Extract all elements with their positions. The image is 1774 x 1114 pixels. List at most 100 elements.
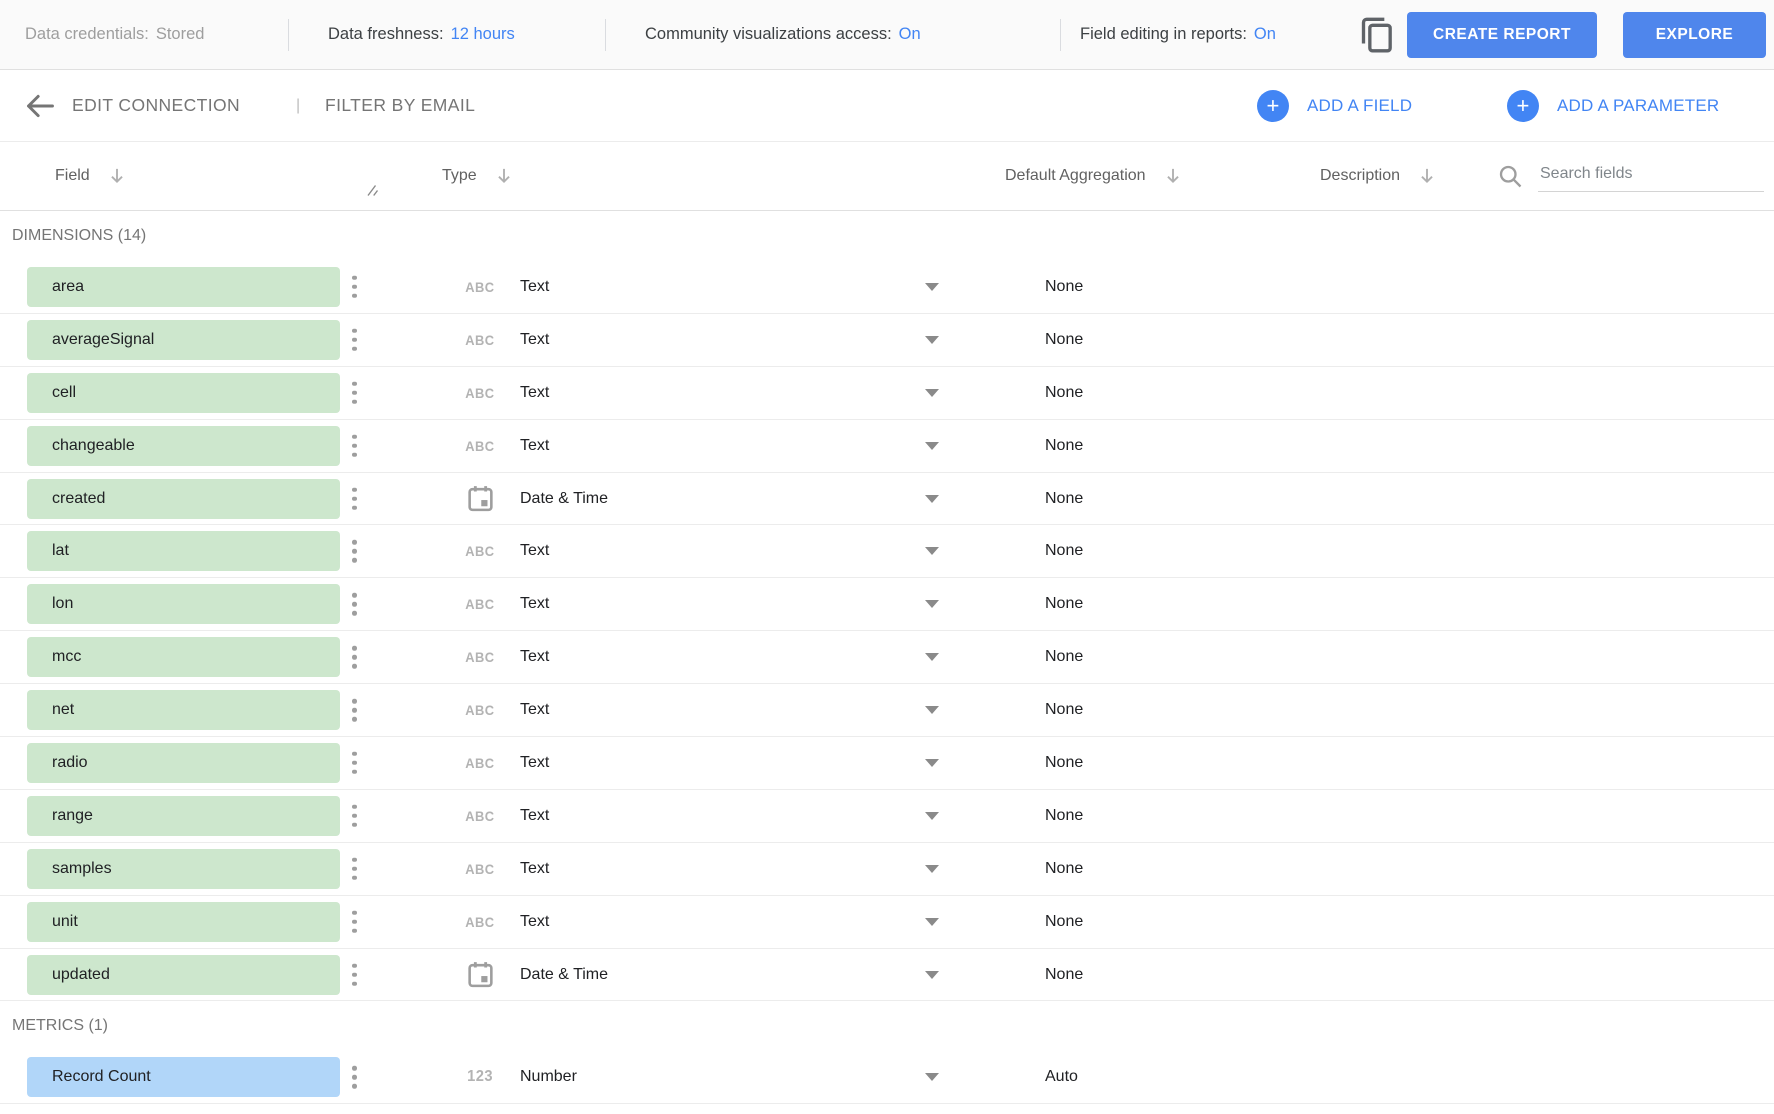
field-type-value[interactable]: Text: [520, 912, 550, 930]
field-name-chip[interactable]: unit: [27, 901, 340, 942]
column-header-aggregation[interactable]: Default Aggregation: [1005, 142, 1184, 210]
more-options-icon[interactable]: [347, 535, 362, 568]
type-dropdown-arrow-icon[interactable]: [925, 547, 939, 556]
aggregation-value[interactable]: None: [1045, 330, 1084, 348]
more-options-icon[interactable]: [347, 905, 362, 938]
aggregation-value[interactable]: None: [1045, 859, 1084, 877]
more-options-icon[interactable]: [347, 482, 362, 515]
back-arrow-icon: [22, 89, 58, 123]
field-name-chip[interactable]: updated: [27, 954, 340, 995]
abc-text-icon: ABC: [465, 278, 495, 295]
more-options-icon[interactable]: [347, 641, 362, 674]
add-a-parameter-button[interactable]: + ADD A PARAMETER: [1501, 70, 1725, 141]
column-header-type[interactable]: Type: [442, 142, 515, 210]
type-dropdown-arrow-icon[interactable]: [925, 758, 939, 767]
duplicate-datasource-button[interactable]: [1356, 13, 1400, 57]
type-dropdown-arrow-icon[interactable]: [925, 494, 939, 503]
sort-down-arrow-icon[interactable]: [106, 165, 128, 187]
type-dropdown-arrow-icon[interactable]: [925, 600, 939, 609]
more-options-icon[interactable]: [347, 324, 362, 357]
aggregation-value[interactable]: None: [1045, 436, 1084, 454]
type-dropdown-arrow-icon[interactable]: [925, 388, 939, 397]
numeric-123-icon: 123: [467, 1068, 493, 1086]
type-dropdown-arrow-icon[interactable]: [925, 970, 939, 979]
field-name-chip[interactable]: net: [27, 690, 340, 731]
field-type-value[interactable]: Text: [520, 436, 550, 454]
more-options-icon[interactable]: [347, 588, 362, 621]
type-dropdown-arrow-icon[interactable]: [925, 282, 939, 291]
more-options-icon[interactable]: [347, 852, 362, 885]
field-type-value[interactable]: Text: [520, 753, 550, 771]
aggregation-value[interactable]: None: [1045, 542, 1084, 560]
field-name-chip[interactable]: lon: [27, 584, 340, 625]
column-header-field[interactable]: Field: [55, 142, 128, 210]
field-name-chip[interactable]: area: [27, 267, 340, 307]
more-options-icon[interactable]: [347, 800, 362, 833]
more-options-icon[interactable]: [347, 694, 362, 727]
field-type-value[interactable]: Text: [520, 330, 550, 348]
type-dropdown-arrow-icon[interactable]: [925, 1073, 939, 1082]
field-name-chip[interactable]: averageSignal: [27, 319, 340, 360]
field-type-value[interactable]: Text: [520, 595, 550, 613]
add-a-field-button[interactable]: + ADD A FIELD: [1251, 70, 1418, 141]
field-type-value[interactable]: Text: [520, 859, 550, 877]
field-type-value[interactable]: Text: [520, 383, 550, 401]
more-options-icon[interactable]: [347, 271, 362, 304]
field-type-value[interactable]: Number: [520, 1068, 577, 1086]
field-name-chip[interactable]: lat: [27, 531, 340, 572]
field-type-value[interactable]: Date & Time: [520, 489, 609, 507]
field-name-chip[interactable]: radio: [27, 743, 340, 784]
data-credentials-value[interactable]: Stored: [155, 25, 205, 43]
field-name-chip[interactable]: samples: [27, 848, 340, 889]
column-resize-grip-icon[interactable]: [363, 182, 381, 198]
create-report-button[interactable]: CREATE REPORT: [1407, 12, 1597, 58]
aggregation-value[interactable]: None: [1045, 383, 1084, 401]
field-type-value[interactable]: Text: [520, 806, 550, 824]
sort-down-arrow-icon[interactable]: [1416, 165, 1438, 187]
aggregation-value[interactable]: None: [1045, 595, 1084, 613]
field-editing-value[interactable]: On: [1253, 25, 1276, 43]
field-type-value[interactable]: Text: [520, 542, 550, 560]
type-dropdown-arrow-icon[interactable]: [925, 441, 939, 450]
field-type-value[interactable]: Text: [520, 648, 550, 666]
field-type-value[interactable]: Date & Time: [520, 965, 609, 983]
edit-connection-link[interactable]: EDIT CONNECTION: [72, 95, 241, 115]
search-fields-input[interactable]: [1538, 160, 1764, 192]
more-options-icon[interactable]: [347, 1061, 362, 1094]
more-options-icon[interactable]: [347, 376, 362, 409]
type-dropdown-arrow-icon[interactable]: [925, 811, 939, 820]
type-dropdown-arrow-icon[interactable]: [925, 706, 939, 715]
field-name-chip[interactable]: changeable: [27, 425, 340, 466]
aggregation-value[interactable]: None: [1045, 701, 1084, 719]
aggregation-value[interactable]: None: [1045, 912, 1084, 930]
explore-button[interactable]: EXPLORE: [1623, 12, 1766, 58]
aggregation-value[interactable]: None: [1045, 489, 1084, 507]
aggregation-value[interactable]: None: [1045, 277, 1084, 295]
aggregation-value[interactable]: None: [1045, 806, 1084, 824]
type-dropdown-arrow-icon[interactable]: [925, 917, 939, 926]
more-options-icon[interactable]: [347, 958, 362, 991]
aggregation-value[interactable]: None: [1045, 648, 1084, 666]
community-viz-value[interactable]: On: [898, 25, 921, 43]
more-options-icon[interactable]: [347, 747, 362, 780]
back-button[interactable]: [22, 88, 58, 124]
type-dropdown-arrow-icon[interactable]: [925, 864, 939, 873]
field-name-chip[interactable]: range: [27, 795, 340, 836]
sort-down-arrow-icon[interactable]: [1162, 165, 1184, 187]
field-name-chip[interactable]: Record Count: [27, 1057, 340, 1098]
field-name-chip[interactable]: mcc: [27, 637, 340, 678]
column-header-description[interactable]: Description: [1320, 142, 1438, 210]
filter-by-email-link[interactable]: FILTER BY EMAIL: [325, 95, 476, 115]
field-name-chip[interactable]: cell: [27, 372, 340, 413]
data-freshness-value[interactable]: 12 hours: [450, 25, 515, 43]
field-type-value[interactable]: Text: [520, 701, 550, 719]
sort-down-arrow-icon[interactable]: [493, 165, 515, 187]
aggregation-value[interactable]: None: [1045, 965, 1084, 983]
aggregation-value[interactable]: None: [1045, 753, 1084, 771]
field-type-value[interactable]: Text: [520, 277, 550, 295]
type-dropdown-arrow-icon[interactable]: [925, 653, 939, 662]
more-options-icon[interactable]: [347, 429, 362, 462]
field-name-chip[interactable]: created: [27, 478, 340, 519]
aggregation-value[interactable]: Auto: [1045, 1068, 1078, 1086]
type-dropdown-arrow-icon[interactable]: [925, 335, 939, 344]
